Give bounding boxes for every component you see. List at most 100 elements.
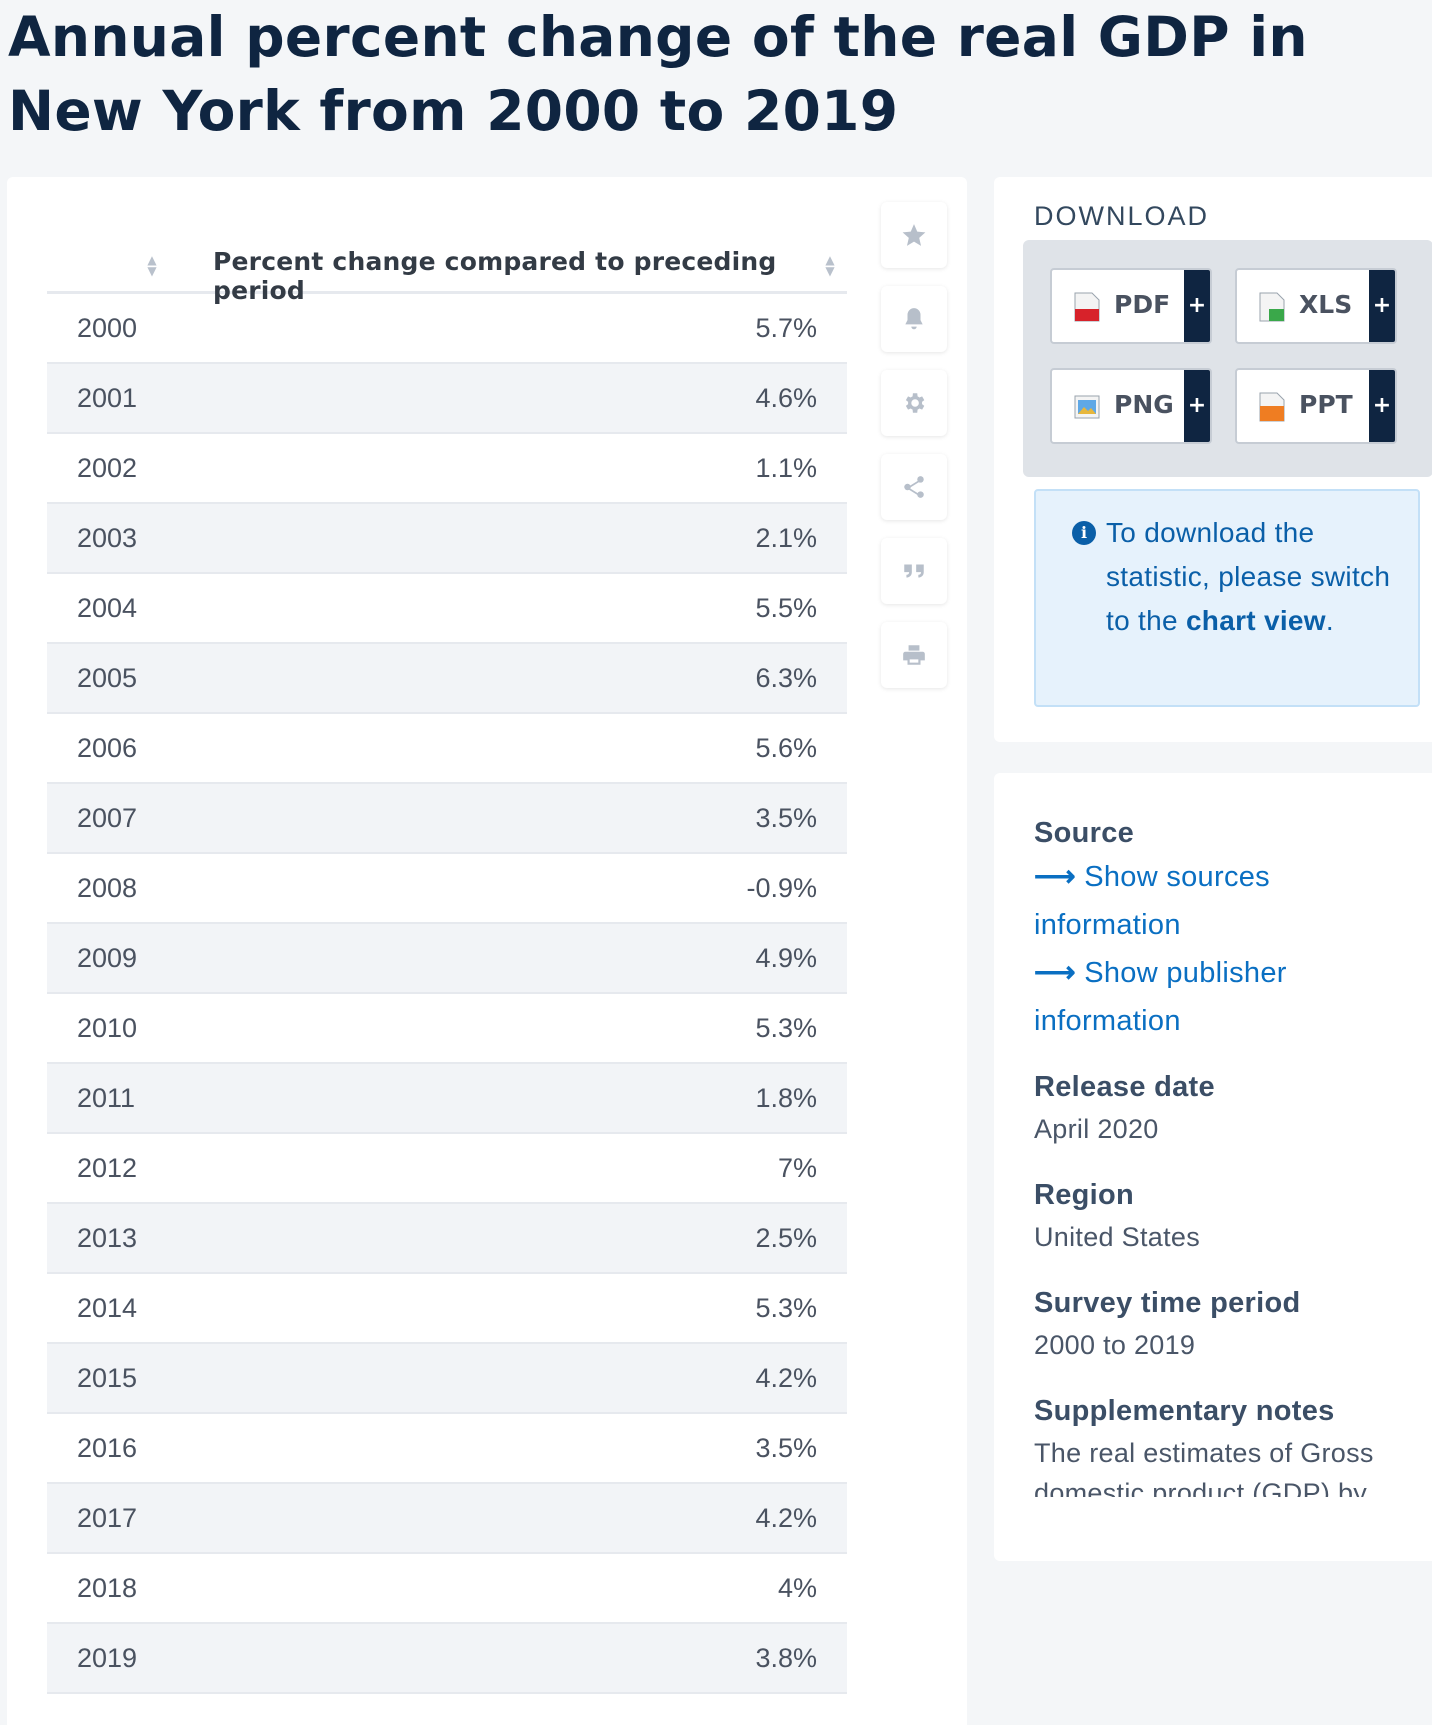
pdf-file-icon (1074, 292, 1100, 322)
plus-icon[interactable]: + (1184, 270, 1210, 342)
value-cell: 3.8% (755, 1643, 817, 1673)
download-info-box: i To download the statistic, please swit… (1034, 489, 1420, 707)
value-cell: 6.3% (755, 663, 817, 693)
region-label: Region (1034, 1179, 1135, 1211)
table-row: 2018 4% (47, 1554, 847, 1624)
value-cell: 4.9% (755, 943, 817, 973)
table-row: 2003 2.1% (47, 504, 847, 574)
table-row: 2015 4.2% (47, 1344, 847, 1414)
table-row: 2000 5.7% (47, 294, 847, 364)
download-pdf-button[interactable]: PDF + (1050, 268, 1212, 344)
notification-button[interactable] (881, 286, 947, 352)
info-icon: i (1072, 521, 1096, 545)
ppt-label: PPT (1299, 390, 1353, 419)
year-cell: 2005 (77, 663, 138, 693)
plus-icon[interactable]: + (1369, 370, 1395, 442)
show-publisher-label: Show publisher information (1034, 957, 1287, 1037)
sort-icon[interactable]: ▲ ▼ (147, 253, 157, 278)
value-cell: 5.3% (755, 1013, 817, 1043)
share-icon (904, 476, 924, 498)
year-cell: 2015 (77, 1363, 138, 1393)
table-row: 2011 1.8% (47, 1064, 847, 1134)
download-title: DOWNLOAD (1034, 201, 1210, 231)
table-row: 2017 4.2% (47, 1484, 847, 1554)
year-cell: 2009 (77, 943, 138, 973)
table-row: 2005 6.3% (47, 644, 847, 714)
year-cell: 2008 (77, 873, 138, 903)
year-cell: 2014 (77, 1293, 138, 1323)
cite-button[interactable] (881, 538, 947, 604)
gear-icon (905, 393, 925, 413)
plus-icon[interactable]: + (1369, 270, 1395, 342)
table-row: 2006 5.6% (47, 714, 847, 784)
png-label: PNG (1114, 390, 1174, 419)
table-row: 2016 3.5% (47, 1414, 847, 1484)
year-cell: 2016 (77, 1433, 138, 1463)
value-cell: 5.7% (755, 313, 817, 343)
year-cell: 2018 (77, 1573, 138, 1603)
year-cell: 2013 (77, 1223, 138, 1253)
value-cell: 3.5% (755, 803, 817, 833)
share-button[interactable] (881, 454, 947, 520)
year-cell: 2007 (77, 803, 138, 833)
print-button[interactable] (881, 622, 947, 688)
value-cell: 2.5% (755, 1223, 817, 1253)
show-sources-label: Show sources information (1034, 861, 1270, 941)
year-cell: 2012 (77, 1153, 138, 1183)
value-cell: 7% (777, 1153, 817, 1183)
value-cell: 4.2% (755, 1363, 817, 1393)
show-publisher-link[interactable]: ⟶ Show publisher information (1034, 949, 1424, 1045)
survey-period-value: 2000 to 2019 (1034, 1330, 1196, 1360)
table-row: 2012 7% (47, 1134, 847, 1204)
value-cell: 4.6% (755, 383, 817, 413)
show-sources-link[interactable]: ⟶ Show sources information (1034, 853, 1424, 949)
release-date-label: Release date (1034, 1071, 1215, 1103)
table-row: 2007 3.5% (47, 784, 847, 854)
year-cell: 2004 (77, 593, 138, 623)
column-header-percent-change[interactable]: Percent change compared to preceding per… (213, 247, 777, 305)
print-icon (903, 645, 925, 665)
table-row: 2008 -0.9% (47, 854, 847, 924)
value-cell: 2.1% (755, 523, 817, 553)
plus-icon[interactable]: + (1184, 370, 1210, 442)
info-message-end: . (1325, 605, 1334, 636)
value-cell: 1.1% (755, 453, 817, 483)
value-cell: 5.6% (755, 733, 817, 763)
download-xls-button[interactable]: XLS + (1235, 268, 1397, 344)
arrow-right-icon: ⟶ (1034, 957, 1076, 989)
value-cell: 3.5% (755, 1433, 817, 1463)
statistic-table-card: ▲ ▼ Percent change compared to preceding … (7, 177, 967, 1725)
supplementary-notes-label: Supplementary notes (1034, 1395, 1335, 1427)
xls-file-icon (1259, 292, 1285, 322)
source-label: Source (1034, 817, 1135, 849)
page-title: Annual percent change of the real GDP in… (8, 5, 1308, 143)
table-header: ▲ ▼ Percent change compared to preceding … (47, 237, 847, 305)
year-cell: 2011 (77, 1083, 136, 1113)
sort-icon[interactable]: ▲ ▼ (825, 253, 835, 278)
table-row: 2013 2.5% (47, 1204, 847, 1274)
favorite-button[interactable] (881, 202, 947, 268)
download-ppt-button[interactable]: PPT + (1235, 368, 1397, 444)
download-panel: PDF + XLS + PNG + PPT + (1023, 240, 1432, 477)
bell-icon (905, 308, 923, 330)
ppt-file-icon (1259, 392, 1285, 422)
year-cell: 2001 (77, 383, 138, 413)
table-row: 2009 4.9% (47, 924, 847, 994)
quote-icon (904, 564, 924, 578)
chart-view-link[interactable]: chart view (1185, 605, 1326, 636)
value-cell: 4% (777, 1573, 817, 1603)
supplementary-notes-value: The real estimates of Gross domestic pro… (1034, 1438, 1374, 1497)
value-cell: -0.9% (746, 873, 817, 903)
region-value: United States (1034, 1222, 1200, 1252)
year-cell: 2019 (77, 1643, 138, 1673)
table-row: 2010 5.3% (47, 994, 847, 1064)
download-png-button[interactable]: PNG + (1050, 368, 1212, 444)
download-card: DOWNLOAD PDF + XLS + PNG + (994, 177, 1432, 742)
table-body: 2000 5.7% 2001 4.6% 2002 1.1% 2003 2.1% 2004 5.5%… (47, 294, 847, 1694)
year-cell: 2000 (77, 313, 138, 343)
settings-button[interactable] (881, 370, 947, 436)
star-icon (902, 224, 926, 246)
year-cell: 2006 (77, 733, 138, 763)
year-cell: 2010 (77, 1013, 138, 1043)
download-info-text: To download the statistic, please switch… (1106, 511, 1406, 643)
